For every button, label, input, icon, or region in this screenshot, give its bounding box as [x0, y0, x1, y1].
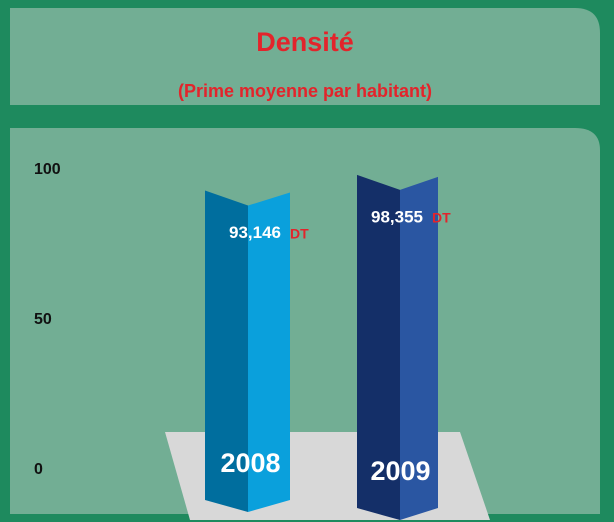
chart-subtitle: (Prime moyenne par habitant)	[178, 81, 432, 101]
y-tick-label: 100	[34, 161, 61, 178]
y-tick-label: 50	[34, 311, 52, 328]
y-tick-label: 0	[34, 461, 43, 478]
bar-side	[357, 174, 400, 520]
bar-front	[400, 176, 438, 520]
bar-front	[248, 192, 290, 512]
value-label: 98,355	[371, 207, 423, 226]
title-panel	[10, 8, 600, 105]
value-unit: DT	[432, 210, 451, 226]
plot-panel	[10, 128, 600, 514]
category-label: 2008	[220, 448, 280, 478]
value-unit: DT	[290, 225, 309, 241]
chart-title: Densité	[256, 27, 354, 57]
value-label: 93,146	[229, 223, 281, 242]
bar-side	[205, 190, 248, 512]
category-label: 2009	[370, 456, 430, 486]
